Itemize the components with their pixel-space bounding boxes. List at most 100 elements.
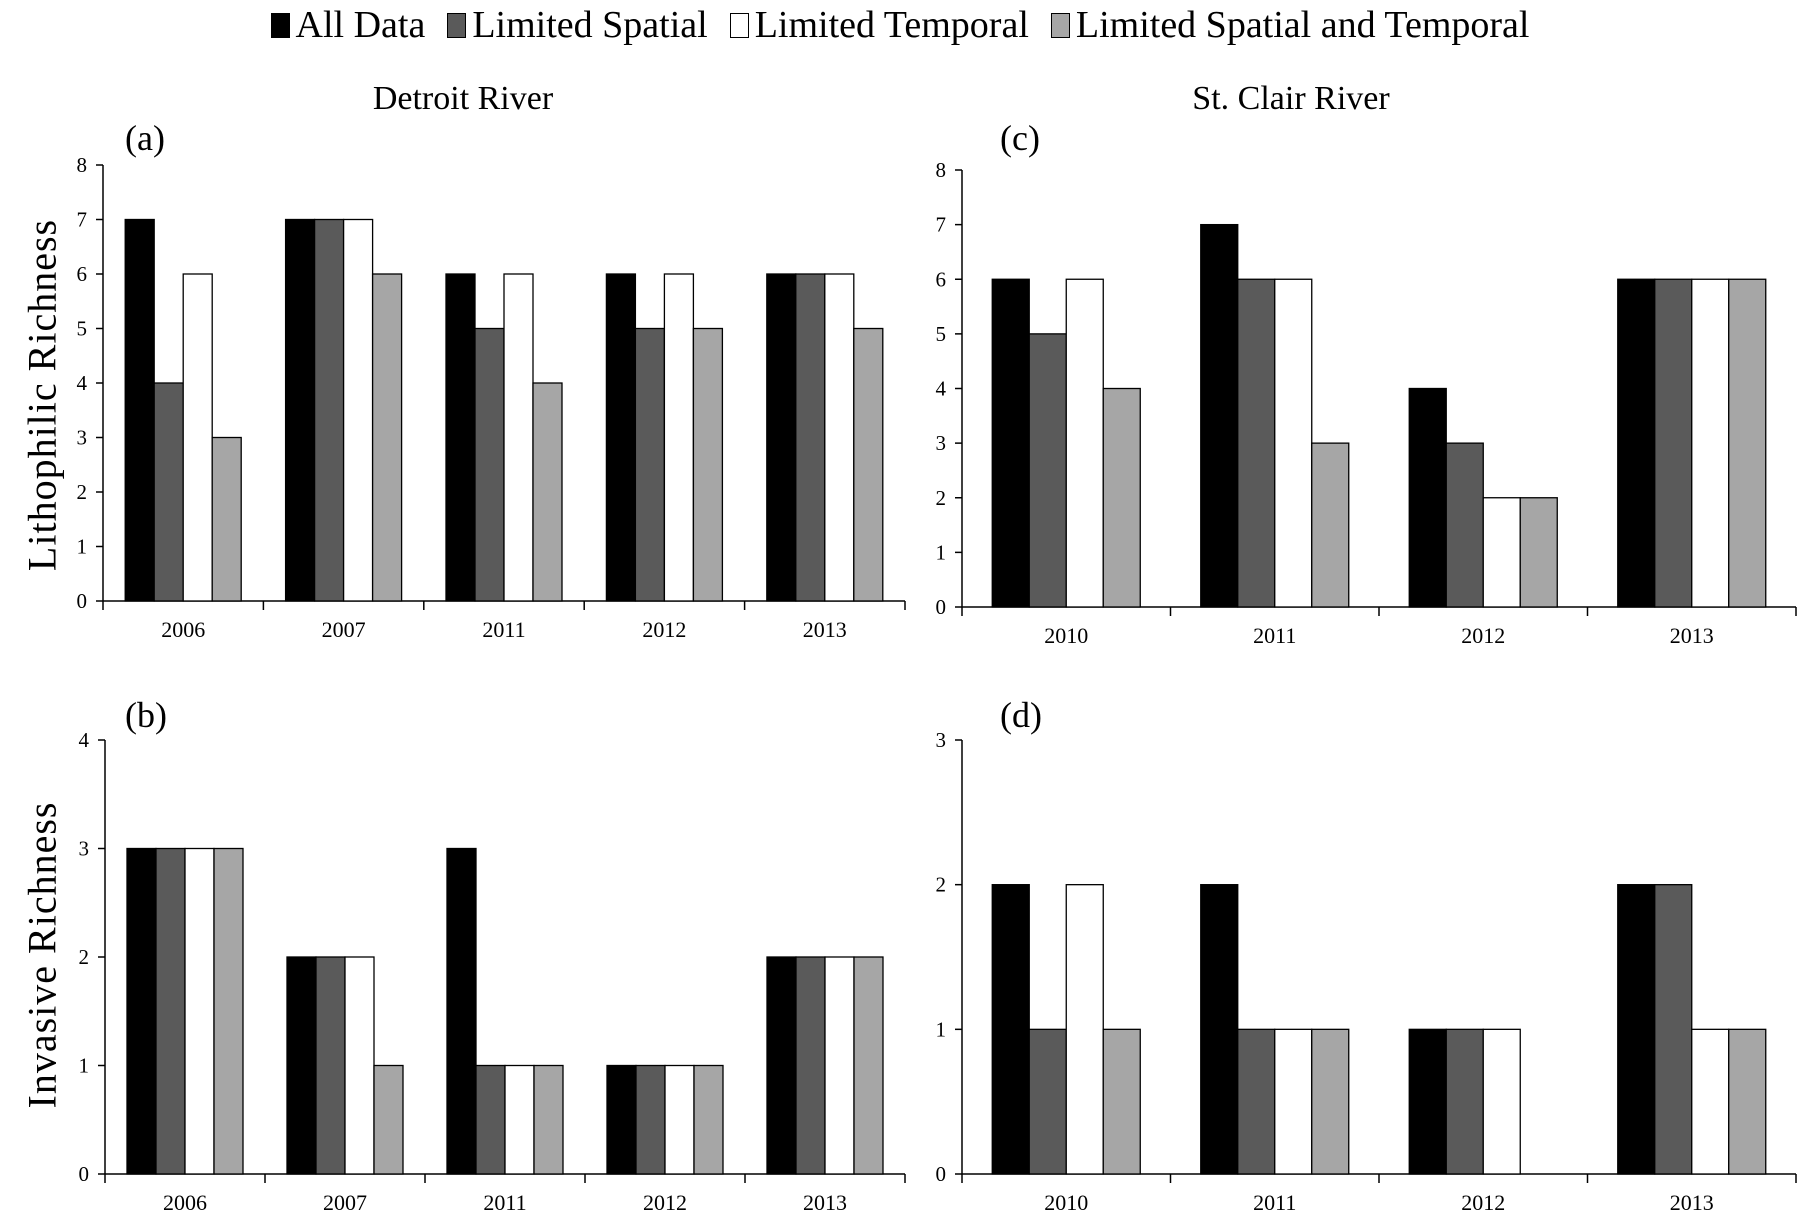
- bar-c-2013-limited-temporal: [1691, 278, 1730, 608]
- bar-d-2011-all-data: [1200, 884, 1239, 1175]
- x-tick-label-d-2010: 2010: [1044, 1190, 1088, 1215]
- bar-d-2013-limited-temporal: [1691, 1028, 1730, 1175]
- panel-label-d: (d): [1000, 695, 1042, 735]
- y-tick-label-d: 2: [936, 873, 947, 897]
- bar-a-2012-limited-spatial: [634, 327, 666, 602]
- bar-a-2012-all-data: [605, 273, 637, 602]
- y-tick-label-b: 3: [79, 837, 90, 861]
- bar-a-2007-all-data: [284, 218, 316, 602]
- bar-b-2011-all-data: [446, 847, 477, 1175]
- y-tick-label-d: 1: [936, 1017, 947, 1041]
- x-tick-label-d-2012: 2012: [1461, 1190, 1505, 1215]
- y-tick-label-c: 4: [936, 377, 947, 401]
- bar-b-2012-limited-temporal: [664, 1064, 695, 1175]
- legend-item-all-data: All Data: [270, 3, 426, 47]
- y-tick-label-a: 2: [77, 480, 88, 504]
- legend-item-limited-temporal: Limited Temporal: [729, 3, 1029, 47]
- y-tick-label-b: 1: [79, 1054, 90, 1078]
- legend-label-limited-temporal: Limited Temporal: [754, 4, 1029, 46]
- column-title-detroit-river: Detroit River: [372, 80, 554, 117]
- y-tick-label-a: 8: [77, 153, 88, 177]
- bar-d-2010-limited-spatial-and-temporal: [1102, 1028, 1141, 1175]
- x-tick-label-d-2013: 2013: [1670, 1190, 1714, 1215]
- bar-b-2013-limited-spatial: [795, 956, 826, 1175]
- bar-b-2013-limited-temporal: [824, 956, 855, 1175]
- bar-d-2010-limited-spatial: [1028, 1028, 1067, 1175]
- bar-a-2013-all-data: [766, 273, 797, 602]
- bar-b-2006-limited-spatial: [155, 847, 186, 1175]
- legend-swatch-limited-temporal: [729, 12, 749, 38]
- bar-c-2011-limited-spatial-and-temporal: [1311, 442, 1350, 608]
- bar-a-2007-limited-spatial-and-temporal: [371, 273, 403, 602]
- bar-c-2010-limited-temporal: [1065, 278, 1104, 608]
- bar-c-2013-all-data: [1617, 278, 1656, 608]
- column-title-st-clair-river: St. Clair River: [1192, 80, 1390, 117]
- x-tick-label-c-2010: 2010: [1044, 623, 1088, 648]
- bar-d-2013-limited-spatial-and-temporal: [1728, 1028, 1767, 1175]
- bar-c-2011-limited-spatial: [1237, 278, 1276, 608]
- bar-d-2013-limited-spatial: [1654, 884, 1693, 1175]
- x-tick-label-a-2007: 2007: [322, 617, 366, 642]
- bar-c-2011-limited-temporal: [1274, 278, 1313, 608]
- bar-b-2007-limited-spatial-and-temporal: [373, 1064, 404, 1175]
- bar-b-2011-limited-spatial: [475, 1064, 506, 1175]
- bar-d-2010-limited-temporal: [1065, 884, 1104, 1175]
- bar-a-2011-limited-temporal: [503, 273, 534, 602]
- x-tick-label-c-2011: 2011: [1253, 623, 1296, 648]
- bar-b-2006-limited-temporal: [184, 847, 215, 1175]
- y-tick-label-c: 0: [936, 595, 947, 619]
- y-tick-label-a: 5: [77, 317, 88, 341]
- legend-label-all-data: All Data: [295, 4, 426, 46]
- bar-c-2012-limited-temporal: [1482, 497, 1521, 608]
- y-tick-label-b: 4: [79, 728, 90, 752]
- legend-item-limited-spatial: Limited Spatial: [447, 3, 708, 47]
- bar-d-2011-limited-spatial: [1237, 1028, 1276, 1175]
- panel-label-a: (a): [125, 118, 165, 158]
- bar-c-2013-limited-spatial: [1654, 278, 1693, 608]
- bar-b-2013-all-data: [766, 956, 797, 1175]
- bar-d-2010-all-data: [991, 884, 1030, 1175]
- bar-a-2013-limited-temporal: [824, 273, 855, 602]
- bar-a-2011-limited-spatial: [474, 327, 505, 602]
- bar-c-2011-all-data: [1200, 223, 1239, 608]
- bar-b-2006-all-data: [126, 847, 157, 1175]
- y-tick-label-c: 1: [936, 540, 947, 564]
- bar-b-2012-all-data: [606, 1064, 637, 1175]
- panel-label-b: (b): [125, 695, 167, 735]
- x-tick-label-b-2011: 2011: [483, 1190, 526, 1215]
- bar-a-2013-limited-spatial-and-temporal: [853, 327, 884, 602]
- bar-b-2007-limited-temporal: [344, 956, 375, 1175]
- y-tick-label-c: 7: [936, 213, 947, 237]
- y-tick-label-a: 3: [77, 426, 88, 450]
- chart-legend: All Data Limited Spatial Limited Tempora…: [0, 0, 1800, 50]
- bar-d-2013-all-data: [1617, 884, 1656, 1175]
- bar-b-2011-limited-temporal: [504, 1064, 535, 1175]
- x-tick-label-a-2012: 2012: [642, 617, 686, 642]
- y-tick-label-a: 6: [77, 262, 88, 286]
- y-tick-label-a: 1: [77, 535, 88, 559]
- y-tick-label-c: 6: [936, 267, 947, 291]
- y-tick-label-b: 2: [79, 945, 90, 969]
- y-tick-label-a: 7: [77, 208, 88, 232]
- y-tick-label-c: 5: [936, 322, 947, 346]
- bar-d-2012-all-data: [1408, 1028, 1447, 1175]
- bar-b-2011-limited-spatial-and-temporal: [533, 1064, 564, 1175]
- legend-swatch-all-data: [270, 12, 290, 38]
- bar-c-2010-limited-spatial-and-temporal: [1102, 387, 1141, 608]
- x-tick-label-a-2006: 2006: [161, 617, 205, 642]
- x-tick-label-d-2011: 2011: [1253, 1190, 1296, 1215]
- bar-a-2012-limited-spatial-and-temporal: [692, 327, 724, 602]
- y-tick-label-c: 2: [936, 486, 947, 510]
- legend-swatch-limited-spatial-temporal: [1050, 12, 1070, 38]
- bar-c-2012-all-data: [1408, 387, 1447, 608]
- x-tick-label-c-2013: 2013: [1670, 623, 1714, 648]
- legend-item-limited-spatial-temporal: Limited Spatial and Temporal: [1050, 3, 1529, 47]
- bar-d-2011-limited-spatial-and-temporal: [1311, 1028, 1350, 1175]
- x-tick-label-c-2012: 2012: [1461, 623, 1505, 648]
- bar-a-2011-all-data: [445, 273, 476, 602]
- bar-a-2006-limited-spatial-and-temporal: [211, 436, 242, 602]
- y-tick-label-a: 0: [77, 589, 88, 613]
- bar-d-2011-limited-temporal: [1274, 1028, 1313, 1175]
- bar-b-2007-all-data: [286, 956, 317, 1175]
